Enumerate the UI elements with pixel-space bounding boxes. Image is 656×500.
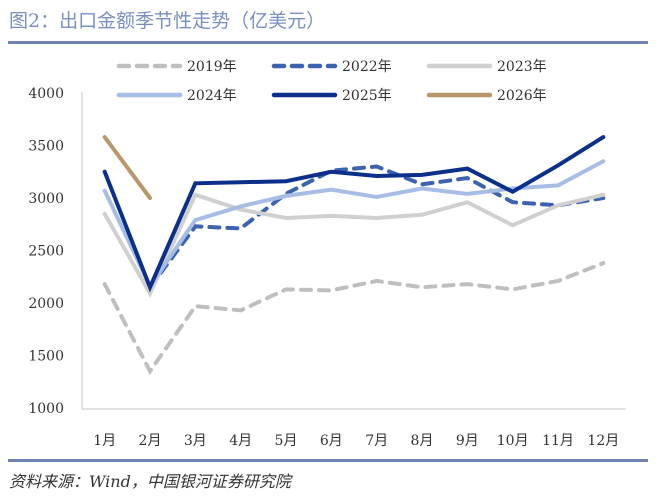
legend-item: 2024年 — [116, 88, 237, 104]
x-tick-label: 7月 — [365, 433, 388, 449]
series-2019年 — [102, 261, 606, 376]
axes: 1000 1500 2000 2500 3000 3500 4000 1月 2月 3月 4月 5月 6月… — [28, 86, 626, 449]
series-line — [102, 192, 606, 298]
chart-title: 图2：出口金额季节性走势（亿美元） — [9, 10, 326, 32]
series-line — [102, 261, 606, 376]
y-tick-label: 1000 — [28, 401, 64, 417]
source-rule — [8, 459, 648, 462]
series-2023年 — [102, 192, 606, 298]
x-tick-label: 3月 — [184, 433, 207, 449]
legend-item: 2019年 — [116, 59, 237, 75]
x-tick-label: 11月 — [542, 433, 574, 449]
title-rule — [8, 41, 648, 44]
source-note: 资料来源：Wind，中国银河证券研究院 — [9, 472, 291, 491]
legend-item: 2026年 — [426, 88, 547, 104]
y-tick-label: 2500 — [28, 244, 64, 260]
legend-label: 2023年 — [497, 59, 547, 75]
series-2025年 — [102, 135, 606, 293]
legend: 2019年 2022年 2023年 2024年 2025年 2026年 — [116, 59, 547, 104]
y-tick-label: 2000 — [28, 296, 64, 312]
y-tick-label: 3000 — [28, 191, 64, 207]
legend-label: 2019年 — [187, 59, 237, 75]
legend-label: 2022年 — [342, 59, 392, 75]
x-tick-label: 12月 — [587, 433, 619, 449]
legend-label: 2025年 — [342, 88, 392, 104]
series-line — [102, 135, 152, 200]
series-2026年 — [102, 135, 152, 200]
y-tick-label: 3500 — [28, 139, 64, 155]
x-tick-label: 9月 — [456, 433, 479, 449]
x-tick-label: 2月 — [139, 433, 162, 449]
legend-item: 2023年 — [426, 59, 547, 75]
legend-label: 2026年 — [497, 88, 547, 104]
x-tick-label: 5月 — [275, 433, 298, 449]
y-tick-label: 1500 — [28, 349, 64, 365]
series-lines — [102, 135, 606, 376]
x-tick-label: 6月 — [320, 433, 343, 449]
x-tick-label: 10月 — [497, 433, 529, 449]
y-tick-label: 4000 — [28, 86, 64, 102]
x-tick-label: 4月 — [229, 433, 252, 449]
x-tick-label: 1月 — [93, 433, 116, 449]
legend-item: 2022年 — [271, 59, 392, 75]
legend-label: 2024年 — [187, 88, 237, 104]
x-tick-label: 8月 — [411, 433, 434, 449]
series-line — [102, 135, 606, 293]
legend-item: 2025年 — [271, 88, 392, 104]
